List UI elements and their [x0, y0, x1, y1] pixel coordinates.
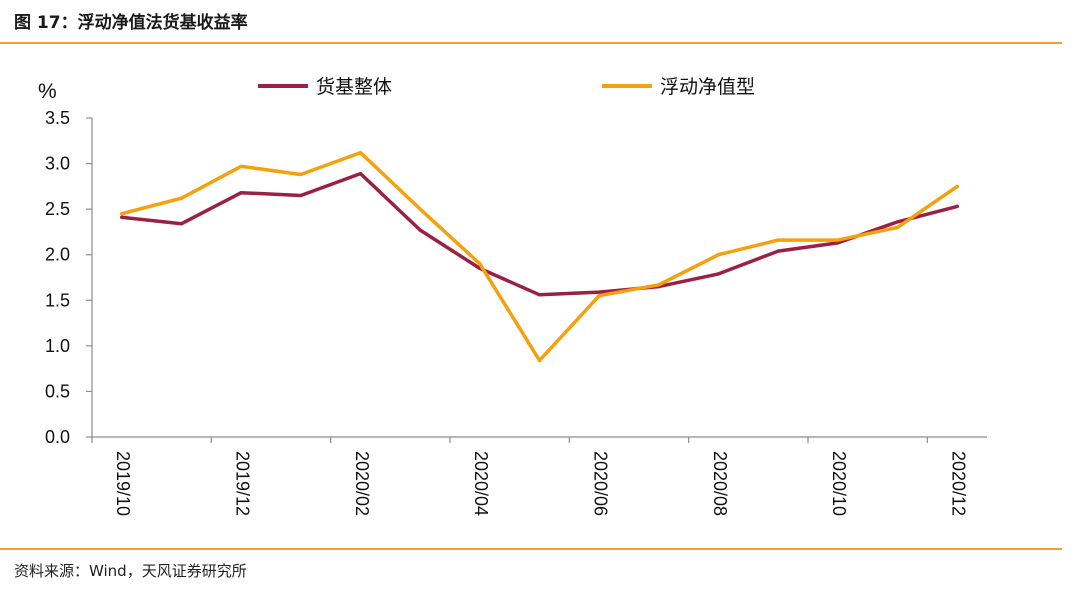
source-note: 资料来源：Wind，天风证券研究所	[14, 562, 247, 580]
y-tick-label: 3.0	[45, 154, 70, 174]
y-tick-label: 3.5	[45, 108, 70, 128]
series-1-point	[120, 215, 124, 219]
y-tick-label: 1.0	[45, 336, 70, 356]
series-2-point	[657, 283, 661, 287]
series-2-point	[776, 238, 780, 242]
series-2-point	[120, 212, 124, 216]
x-tick-label: 2019/12	[232, 451, 252, 516]
x-tick-label: 2020/06	[590, 451, 610, 516]
series-2-point	[179, 196, 184, 200]
y-tick-label: 1.5	[45, 290, 70, 310]
series-1-point	[239, 191, 243, 195]
series-2-point	[537, 358, 542, 363]
y-tick-label: 2.0	[45, 245, 70, 265]
legend-label-2: 浮动净值型	[660, 76, 755, 98]
y-axis: 0.0 0.5 1.0 1.5 2.0 2.5 3.0 3.5	[45, 108, 93, 447]
series-1-point	[537, 293, 542, 297]
series-2-point	[597, 294, 601, 298]
figure-title: 图 17：浮动净值法货基收益率	[14, 13, 248, 33]
series-line-2	[120, 150, 959, 363]
x-tick-label: 2020/10	[829, 451, 849, 516]
y-tick-label: 0.5	[45, 381, 70, 401]
series-2-point	[478, 262, 482, 266]
series-line-1	[120, 171, 959, 297]
source-divider	[0, 548, 1062, 550]
series-1-point	[179, 222, 184, 226]
series-1-point	[776, 249, 780, 253]
series-2-point	[358, 151, 363, 155]
series-2-point	[299, 172, 303, 177]
series-2-point	[895, 225, 900, 229]
series-1-point	[955, 204, 959, 209]
series-1-point	[358, 171, 363, 176]
series-1-point	[836, 241, 840, 245]
x-tick-label: 2020/08	[710, 451, 730, 516]
y-tick-label: 2.5	[45, 199, 70, 219]
legend-label-1: 货基整体	[316, 76, 392, 98]
series-2-point	[418, 207, 422, 211]
series-1-point	[418, 228, 422, 232]
y-tick-label: 0.0	[45, 427, 70, 447]
x-tick-label: 2020/12	[948, 451, 968, 516]
series-2-point	[239, 164, 243, 168]
series-layer	[120, 150, 959, 363]
x-tick-label: 2020/04	[471, 451, 491, 516]
legend: 货基整体 浮动净值型	[258, 76, 755, 98]
series-1-point	[716, 272, 721, 276]
series-1-point	[597, 290, 601, 294]
title-divider	[0, 42, 1062, 44]
series-1-point	[299, 193, 303, 198]
x-axis: 2019/10 2019/12 2020/02 2020/04 2020/06 2020/…	[91, 436, 987, 516]
series-1-point	[895, 220, 900, 224]
series-2-point	[836, 238, 840, 242]
series-2-point	[716, 253, 721, 257]
x-tick-label: 2019/10	[113, 451, 133, 516]
x-tick-label: 2020/02	[352, 451, 372, 516]
y-axis-unit-label: %	[38, 80, 57, 103]
series-2-point	[955, 184, 959, 188]
